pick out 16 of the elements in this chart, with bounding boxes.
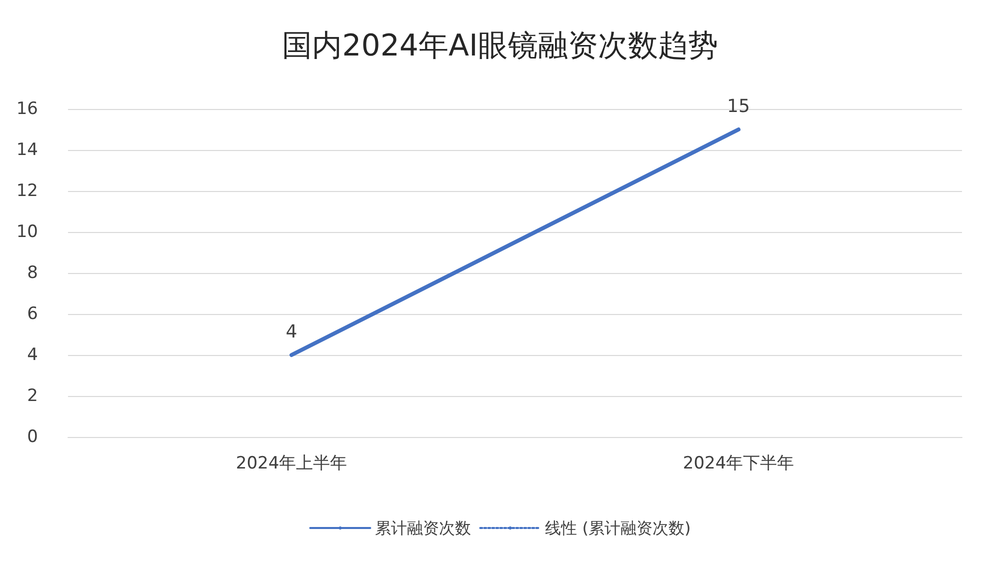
y-tick-label: 14	[16, 140, 38, 160]
y-tick-label: 8	[27, 263, 38, 283]
y-tick-label: 12	[16, 181, 38, 201]
legend-label: 线性 (累计融资次数)	[545, 518, 691, 538]
y-tick-label: 2	[27, 386, 38, 406]
x-tick-label: 2024年下半年	[682, 454, 794, 474]
y-tick-label: 6	[27, 304, 38, 324]
y-tick-label: 4	[27, 345, 38, 365]
y-tick-label: 16	[16, 99, 38, 119]
y-tick-label: 10	[16, 222, 38, 242]
chart-title: 国内2024年AI眼镜融资次数趋势	[282, 28, 718, 64]
data-label: 4	[286, 322, 298, 342]
data-label: 15	[727, 96, 750, 117]
legend-label: 累计融资次数	[375, 518, 472, 538]
x-tick-label: 2024年上半年	[236, 454, 348, 474]
y-tick-label: 0	[27, 427, 38, 447]
